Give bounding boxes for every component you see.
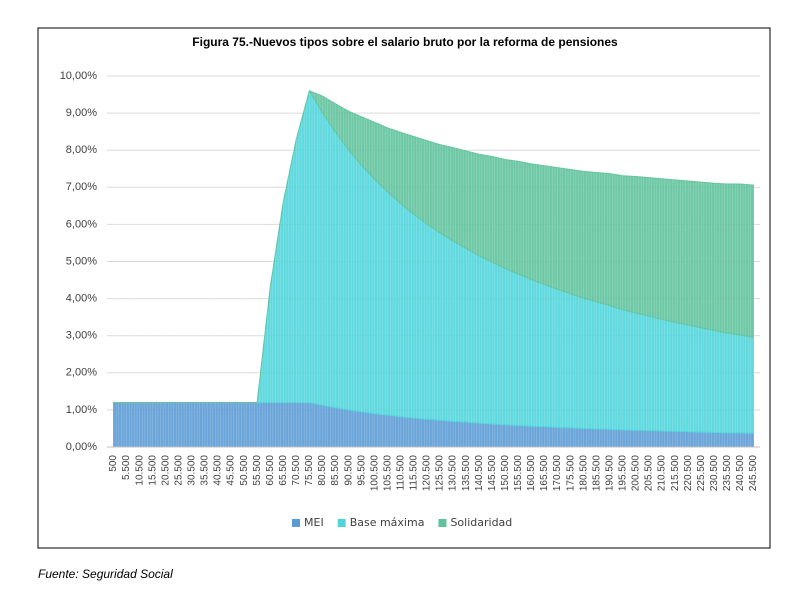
x-tick-label: 80.500 <box>317 455 328 486</box>
x-tick-label: 75.500 <box>304 455 315 486</box>
x-tick-label: 195.500 <box>618 455 629 492</box>
x-tick-label: 45.500 <box>226 455 237 486</box>
y-tick-label: 1,00% <box>66 404 97 416</box>
x-tick-label: 65.500 <box>278 455 289 486</box>
x-tick-label: 155.500 <box>513 455 524 492</box>
x-tick-label: 240.500 <box>735 455 746 492</box>
x-tick-label: 40.500 <box>213 455 224 486</box>
area <box>113 89 754 403</box>
x-tick-label: 190.500 <box>604 455 615 492</box>
legend-label: Base máxima <box>350 516 425 529</box>
x-tick-label: 180.500 <box>578 455 589 492</box>
x-tick-label: 145.500 <box>487 455 498 492</box>
y-tick-label: 4,00% <box>66 293 97 305</box>
y-tick-label: 7,00% <box>66 181 97 193</box>
x-tick-label: 135.500 <box>461 455 472 492</box>
x-tick-label: 100.500 <box>369 455 380 492</box>
x-tick-label: 140.500 <box>474 455 485 492</box>
x-tick-label: 225.500 <box>696 455 707 492</box>
x-tick-label: 235.500 <box>722 455 733 492</box>
y-tick-label: 8,00% <box>66 144 97 156</box>
x-tick-label: 185.500 <box>591 455 602 492</box>
legend-label: MEI <box>304 516 324 529</box>
x-tick-label: 50.500 <box>239 455 250 486</box>
x-tick-label: 500 <box>108 455 119 472</box>
x-tick-label: 55.500 <box>252 455 263 486</box>
y-tick-label: 9,00% <box>66 107 97 119</box>
x-tick-label: 230.500 <box>709 455 720 492</box>
x-tick-label: 130.500 <box>448 455 459 492</box>
x-tick-label: 200.500 <box>631 455 642 492</box>
x-tick-label: 210.500 <box>657 455 668 492</box>
x-tick-label: 15.500 <box>147 455 158 486</box>
x-tick-label: 110.500 <box>395 455 406 491</box>
y-tick-label: 2,00% <box>66 367 97 379</box>
x-tick-label: 160.500 <box>526 455 537 492</box>
legend-swatch <box>337 519 346 527</box>
x-tick-label: 205.500 <box>644 455 655 492</box>
x-tick-label: 150.500 <box>500 455 511 492</box>
legend-swatch <box>292 519 300 527</box>
y-tick-label: 3,00% <box>66 330 97 342</box>
x-tick-label: 115.500 <box>409 455 420 491</box>
x-tick-label: 170.500 <box>552 455 563 492</box>
legend-label: Solidaridad <box>450 516 512 529</box>
x-tick-label: 215.500 <box>670 455 681 492</box>
y-tick-label: 5,00% <box>66 255 97 267</box>
y-tick-label: 6,00% <box>66 218 97 230</box>
x-tick-label: 35.500 <box>200 455 211 486</box>
x-tick-label: 105.500 <box>382 455 393 492</box>
x-tick-label: 20.500 <box>160 455 171 486</box>
x-tick-label: 165.500 <box>539 455 550 492</box>
chart-title: Figura 75.-Nuevos tipos sobre el salario… <box>192 35 618 49</box>
x-tick-label: 25.500 <box>173 455 184 486</box>
y-tick-label: 10,00% <box>60 70 98 82</box>
x-tick-label: 95.500 <box>356 455 367 486</box>
x-tick-label: 90.500 <box>343 455 354 486</box>
x-tick-label: 60.500 <box>265 455 276 486</box>
legend-swatch <box>438 519 447 527</box>
x-tick-label: 175.500 <box>565 455 576 492</box>
x-tick-label: 30.500 <box>187 455 198 486</box>
source: Fuente: Seguridad Social <box>38 567 173 581</box>
x-tick-label: 220.500 <box>683 455 694 492</box>
frame <box>37 27 771 549</box>
x-tick-label: 125.500 <box>435 455 446 492</box>
x-tick-label: 10.500 <box>134 455 145 486</box>
x-tick-label: 5.500 <box>121 455 132 480</box>
x-tick-label: 245.500 <box>748 455 759 492</box>
x-tick-label: 120.500 <box>422 455 433 492</box>
x-tick-label: 70.500 <box>291 455 302 486</box>
y-tick-label: 0,00% <box>66 441 97 453</box>
x-tick-label: 85.500 <box>330 455 341 486</box>
